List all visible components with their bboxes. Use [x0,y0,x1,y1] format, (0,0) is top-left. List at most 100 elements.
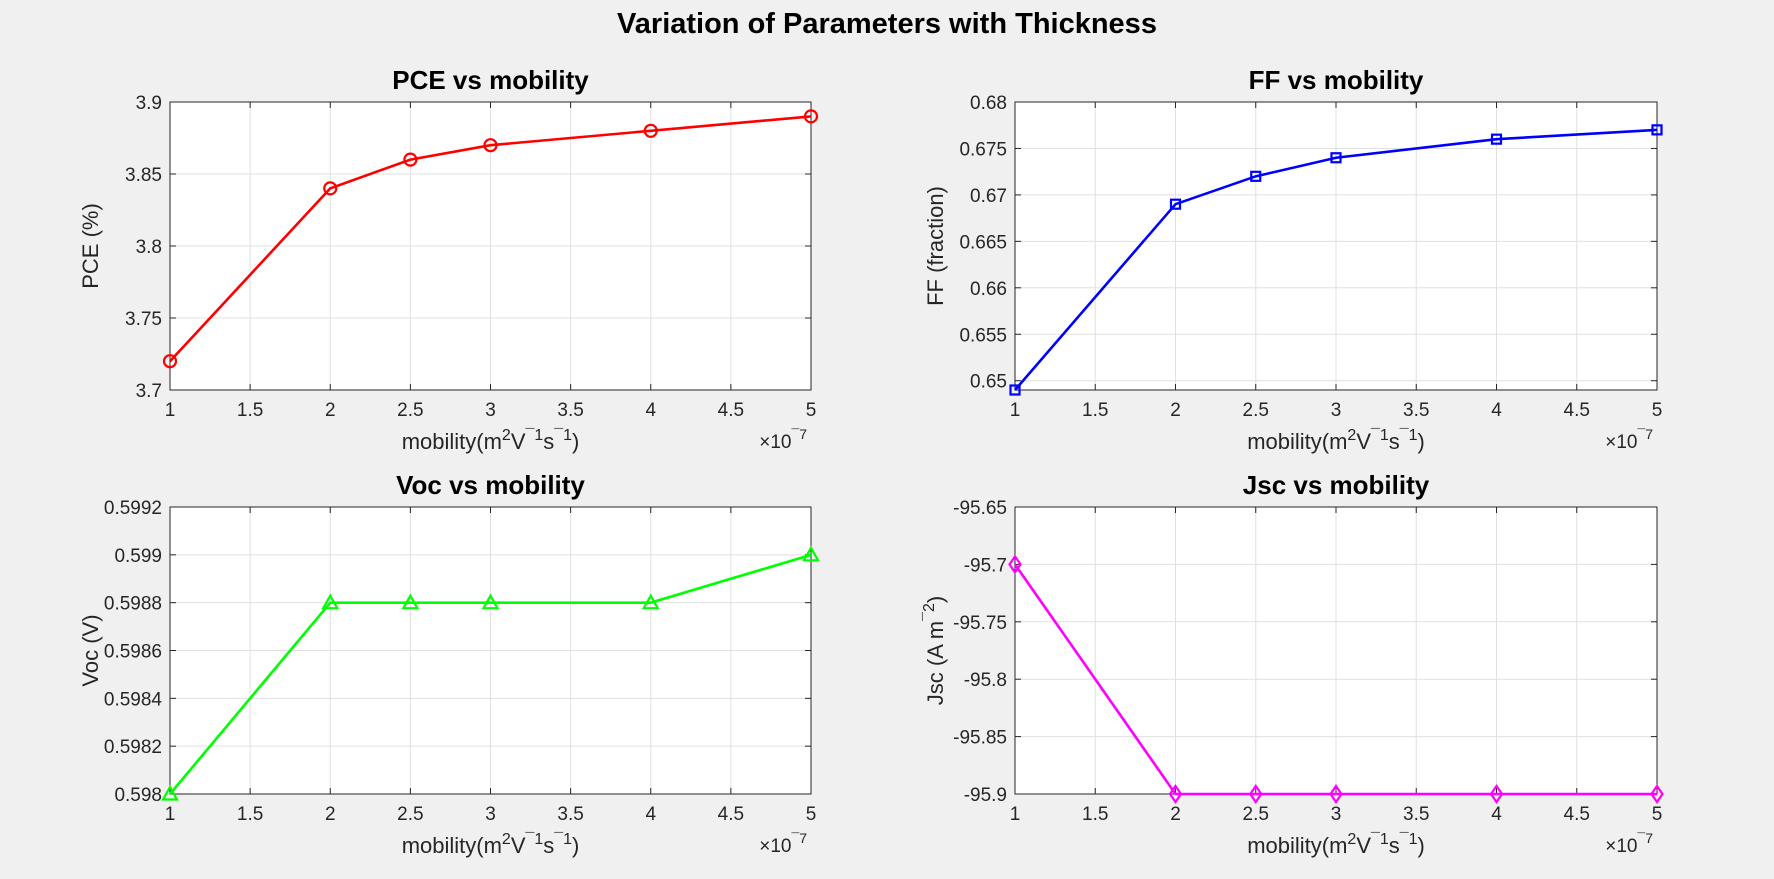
jsc-xtick-label-5: 3.5 [1403,804,1429,825]
ff-xtick-label-1: 1.5 [1082,400,1108,421]
ff-ytick-label-6: 0.68 [970,93,1007,114]
pce-series-line [169,115,812,363]
pce-ytick-label-3: 3.85 [125,165,162,186]
ff-point-2 [1250,170,1262,182]
pce-point-4 [643,123,658,138]
ff-xtick-label-5: 3.5 [1403,400,1429,421]
voc-xtick-label-1: 1.5 [237,804,263,825]
jsc-ylabel: Jsc (A m¯2) [921,596,948,705]
jsc-xtick-label-0: 1 [1010,804,1021,825]
voc-xtick-label-4: 3 [485,804,496,825]
voc-xtick-label-2: 2 [325,804,336,825]
jsc-ytick-label-3: -95.75 [953,613,1007,634]
voc-ylabel: Voc (V) [78,614,103,686]
ff-xtick-label-0: 1 [1010,400,1021,421]
voc-ytick-label-6: 0.5992 [104,498,162,519]
ff-xtick-label-6: 4 [1491,400,1502,421]
voc-ytick-label-1: 0.5982 [104,737,162,758]
ff-x-exponent: ×10¯7 [1605,426,1653,453]
pce-xtick-label-0: 1 [165,400,176,421]
pce-xtick-label-4: 3 [485,400,496,421]
ff-ytick-label-0: 0.65 [970,372,1007,393]
ff-series-line [1014,128,1658,391]
ff-ytick-label-5: 0.675 [959,139,1007,160]
pce-point-0 [162,354,178,369]
ff-point-1 [1169,198,1182,210]
jsc-ytick-label-1: -95.85 [953,728,1007,749]
jsc-ytick-label-2: -95.8 [964,670,1007,691]
ff-xtick-label-4: 3 [1331,400,1342,421]
ff-ytick-label-3: 0.665 [959,232,1007,253]
voc-xtick-label-8: 5 [806,804,817,825]
jsc-point-4 [1489,784,1504,804]
voc-xtick-label-6: 4 [645,804,656,825]
pce-ytick-label-0: 3.7 [136,381,162,402]
pce-xtick-label-8: 5 [806,400,817,421]
figure-title: Variation of Parameters with Thickness [617,8,1157,40]
jsc-xtick-label-3: 2.5 [1243,804,1269,825]
ff-xlabel: mobility(m2V¯1s¯1) [1247,427,1425,454]
pce-ticks: 1 1.5 2 2.5 3 3.5 4 4.5 5 3.7 3.75 3.8 3.85 3.9 [125,93,816,421]
jsc-xlabel: mobility(m2V¯1s¯1) [1247,831,1425,858]
voc-point-4 [641,593,660,610]
jsc-point-2 [1248,784,1263,804]
jsc-title: Jsc vs mobility [1243,470,1430,500]
voc-ytick-label-5: 0.599 [114,546,162,567]
ff-point-5 [1651,124,1663,136]
voc-ytick-label-0: 0.598 [114,785,162,806]
voc-ticks: 1 1.5 2 2.5 3 3.5 4 4.5 5 0.598 0.5982 0.5984 0.5986… [104,498,816,825]
pce-title: PCE vs mobility [392,65,589,95]
pce-x-exponent: ×10¯7 [759,426,807,453]
ff-ylabel: FF (fraction) [923,186,948,306]
voc-xtick-label-3: 2.5 [397,804,423,825]
ff-ytick-label-4: 0.67 [970,186,1007,207]
ff-ytick-label-1: 0.655 [959,325,1007,346]
jsc-ytick-label-4: -95.7 [964,555,1007,576]
voc-point-3 [481,593,500,610]
pce-xtick-label-1: 1.5 [237,400,263,421]
jsc-ytick-label-0: -95.9 [964,785,1007,806]
ff-xtick-label-8: 5 [1652,400,1663,421]
ff-point-3 [1330,152,1342,164]
jsc-markers [1008,554,1664,804]
jsc-point-3 [1329,784,1343,804]
ff-point-0 [1009,384,1021,396]
voc-ytick-label-2: 0.5984 [104,689,163,710]
ff-xtick-label-7: 4.5 [1564,400,1590,421]
jsc-xtick-label-1: 1.5 [1082,804,1108,825]
jsc-xtick-label-8: 5 [1652,804,1663,825]
pce-xtick-label-2: 2 [325,400,336,421]
voc-xtick-label-7: 4.5 [718,804,744,825]
voc-ytick-label-4: 0.5988 [104,594,162,615]
ff-ticks: 1 1.5 2 2.5 3 3.5 4 4.5 5 0.65 0.655 0.66 0.665 0.67 0… [959,93,1662,421]
jsc-ticks: 1 1.5 2 2.5 3 3.5 4 4.5 5 -95.9 -95.85 -95.8 -95.75 -… [953,498,1662,825]
pce-markers [162,109,819,369]
pce-ytick-label-1: 3.75 [125,309,162,330]
pce-point-1 [323,181,338,196]
pce-xtick-label-3: 2.5 [397,400,423,421]
ff-xtick-label-3: 2.5 [1243,400,1269,421]
jsc-point-0 [1008,554,1022,575]
pce-point-3 [483,138,498,153]
voc-ytick-label-3: 0.5986 [104,642,162,663]
jsc-point-1 [1168,784,1183,804]
voc-xlabel: mobility(m2V¯1s¯1) [402,831,580,858]
ff-point-4 [1490,133,1503,145]
jsc-x-exponent: ×10¯7 [1605,830,1653,857]
voc-point-2 [401,593,420,610]
pce-xtick-label-5: 3.5 [557,400,583,421]
jsc-point-5 [1650,784,1664,804]
voc-point-0 [161,784,179,801]
jsc-xtick-label-6: 4 [1491,804,1502,825]
ff-ytick-label-2: 0.66 [970,279,1007,300]
pce-point-5 [803,109,819,124]
voc-xtick-label-5: 3.5 [557,804,583,825]
voc-point-5 [802,545,820,562]
voc-point-1 [321,593,340,610]
voc-x-exponent: ×10¯7 [759,830,807,857]
voc-series-line [169,553,812,795]
